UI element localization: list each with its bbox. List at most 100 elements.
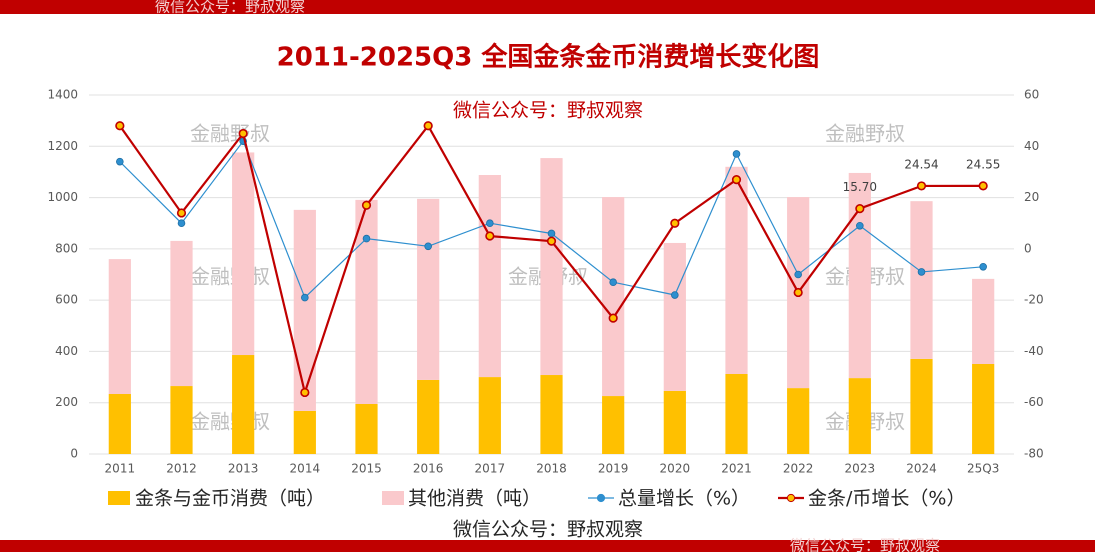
bar [663, 242, 686, 391]
y2-tick-label: 40 [1024, 139, 1039, 153]
y-tick-label: 200 [55, 395, 78, 409]
x-tick-label: 2020 [660, 462, 691, 476]
watermark: 微信公众号：野叔观察 [790, 537, 940, 552]
top-band [0, 0, 1095, 14]
y2-tick-label: 60 [1024, 88, 1039, 102]
y-tick-label: 1400 [47, 88, 78, 102]
bar [417, 379, 440, 454]
bar [170, 240, 193, 387]
bar [170, 386, 193, 454]
bar [725, 166, 748, 374]
point [670, 218, 680, 228]
x-tick-label: 2022 [783, 462, 814, 476]
data-label: 15.70 [843, 180, 877, 194]
y2-tick-label: -80 [1024, 447, 1044, 461]
y-tick-label: 1200 [47, 139, 78, 153]
point [732, 150, 741, 158]
legend-label: 金条与金币消费（吨） [135, 488, 325, 510]
point [116, 157, 124, 166]
legend-swatch [596, 493, 606, 503]
point [609, 278, 617, 286]
point [671, 291, 679, 299]
bar [478, 377, 501, 454]
y2-tick-label: -20 [1024, 293, 1044, 307]
x-tick-label: 2023 [845, 462, 876, 476]
data-label: 24.54 [904, 157, 938, 171]
watermark: 金融野叔 [190, 265, 270, 289]
bar [232, 152, 255, 356]
x-tick-label: 2021 [721, 462, 752, 476]
x-tick-label: 2014 [290, 462, 321, 476]
point [423, 121, 433, 131]
watermark: 金融野叔 [190, 410, 270, 434]
point [486, 219, 494, 228]
x-tick-label: 2015 [351, 462, 382, 476]
y2-tick-label: -40 [1024, 344, 1044, 358]
bar [602, 197, 625, 397]
point [361, 200, 372, 210]
bar [787, 388, 810, 454]
point [176, 208, 187, 218]
point [793, 287, 803, 298]
bar [355, 199, 378, 404]
y-tick-label: 400 [55, 344, 78, 358]
legend-label: 总量增长（%） [618, 488, 750, 510]
bar [540, 158, 563, 376]
bar [663, 390, 686, 454]
point [979, 263, 987, 271]
watermark: 金融野叔 [190, 122, 270, 146]
y2-tick-label: 20 [1024, 190, 1039, 204]
bar [293, 410, 316, 454]
x-tick-label: 2019 [598, 462, 629, 476]
x-tick-label: 2018 [536, 462, 567, 476]
bar [540, 375, 563, 454]
watermark: 微信公众号：野叔观察 [453, 100, 643, 122]
point [856, 221, 864, 230]
bottom-band [0, 540, 1095, 552]
point [238, 128, 248, 139]
point [978, 181, 988, 191]
point [608, 313, 618, 323]
y2-tick-label: 0 [1024, 241, 1032, 255]
point [547, 229, 556, 238]
chart-title: 2011-2025Q3 全国金条金币消费增长变化图 [277, 42, 820, 73]
watermark: 金融野叔 [825, 122, 905, 146]
bar [417, 198, 440, 380]
point [362, 234, 371, 243]
x-tick-label: 2012 [166, 462, 197, 476]
bar [108, 393, 131, 454]
x-tick-label: 25Q3 [967, 462, 999, 476]
y2-tick-label: -60 [1024, 395, 1044, 409]
point [546, 236, 557, 246]
x-tick-label: 2013 [228, 462, 259, 476]
point [731, 175, 742, 185]
bar [293, 209, 316, 411]
watermark: 微信公众号：野叔观察 [453, 519, 643, 541]
point [301, 293, 309, 302]
bar [478, 175, 501, 378]
point [855, 203, 865, 214]
x-tick-label: 2017 [475, 462, 506, 476]
bar [725, 373, 748, 454]
point [916, 181, 927, 191]
legend-label: 其他消费（吨） [408, 488, 541, 510]
x-tick-label: 2024 [906, 462, 937, 476]
legend-swatch [382, 491, 404, 505]
bar [910, 201, 933, 359]
bar [972, 278, 995, 364]
y-tick-label: 800 [55, 241, 78, 255]
point [115, 121, 125, 131]
legend-label: 金条/币增长（%） [808, 488, 965, 510]
bar [848, 378, 871, 454]
bar [602, 396, 625, 454]
y-tick-label: 600 [55, 293, 78, 307]
point [794, 270, 802, 279]
point [917, 268, 926, 276]
x-tick-label: 2016 [413, 462, 444, 476]
point [177, 219, 186, 228]
bar [355, 403, 378, 454]
legend-swatch [108, 491, 130, 505]
legend-swatch [786, 493, 796, 503]
bar [910, 358, 933, 454]
